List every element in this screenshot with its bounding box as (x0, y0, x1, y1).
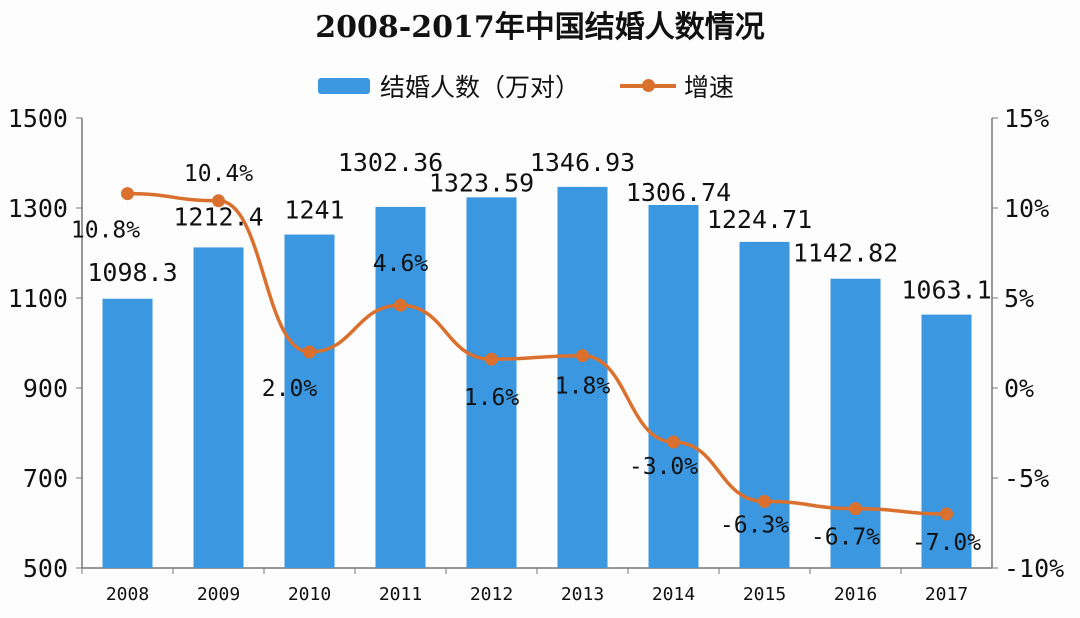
right-tick-label: 15% (1004, 104, 1049, 133)
growth-value-label: 4.6% (373, 251, 429, 277)
x-tick-label: 2016 (834, 584, 877, 605)
bar (193, 247, 244, 569)
growth-value-label: 2.0% (262, 376, 318, 402)
growth-point (212, 194, 225, 208)
growth-point (667, 435, 680, 449)
legend: 结婚人数（万对） 增速 (318, 68, 734, 104)
bar-value-label: 1323.59 (429, 168, 534, 197)
left-tick-label: 500 (23, 554, 68, 583)
left-tick-label: 1500 (8, 104, 68, 133)
growth-point (758, 494, 771, 508)
bar (284, 234, 335, 569)
x-tick-label: 2014 (652, 584, 695, 605)
x-tick-label: 2013 (561, 584, 604, 605)
left-tick-label: 700 (23, 464, 68, 493)
bar-value-label: 1306.74 (626, 178, 731, 207)
growth-value-label: -7.0% (912, 530, 981, 556)
growth-point (303, 345, 316, 359)
legend-label-bar: 结婚人数（万对） (380, 73, 581, 102)
right-tick-label: 10% (1004, 194, 1049, 223)
bar-value-label: 1098.3 (87, 258, 177, 287)
bar-value-label: 1241 (284, 196, 344, 225)
bar (466, 197, 517, 568)
legend-line-swatch (620, 79, 677, 92)
growth-point (940, 507, 953, 521)
bar (648, 204, 699, 569)
growth-point (394, 298, 407, 312)
growth-point (576, 349, 589, 363)
x-tick-label: 2012 (470, 584, 513, 605)
legend-bar-swatch (318, 78, 370, 94)
left-tick-label: 1300 (8, 194, 68, 223)
right-tick-label: -10% (1004, 554, 1064, 583)
bar (739, 241, 790, 568)
bar (375, 206, 426, 569)
x-tick-label: 2017 (925, 584, 968, 605)
x-tick-label: 2015 (743, 584, 786, 605)
growth-value-label: -6.7% (811, 525, 880, 551)
bar (830, 278, 881, 568)
left-tick-label: 900 (23, 374, 68, 403)
growth-value-label: -3.0% (629, 454, 698, 480)
bar (557, 186, 608, 568)
growth-line (127, 191, 947, 516)
chart-title: 2008-2017年中国结婚人数情况 (315, 10, 765, 45)
bar-value-label: 1224.71 (707, 205, 812, 234)
x-tick-label: 2008 (106, 584, 149, 605)
growth-value-label: 1.6% (464, 385, 520, 411)
legend-label-line: 增速 (684, 73, 735, 102)
growth-value-label: -6.3% (720, 512, 789, 538)
growth-value-label: 1.8% (555, 374, 611, 400)
x-tick-label: 2010 (288, 584, 331, 605)
right-tick-label: 5% (1004, 284, 1034, 313)
bar-value-label: 1302.36 (338, 148, 443, 177)
growth-point (485, 352, 498, 366)
growth-value-label: 10.8% (71, 218, 140, 244)
bar-value-label: 1063.1 (901, 276, 991, 305)
bar-value-label: 1346.93 (530, 148, 635, 177)
left-tick-label: 1100 (8, 284, 68, 313)
growth-point (849, 502, 862, 516)
growth-value-label: 10.4% (184, 161, 253, 187)
right-tick-label: -5% (1004, 464, 1049, 493)
growth-point (121, 187, 134, 201)
x-tick-label: 2011 (379, 584, 422, 605)
x-tick-label: 2009 (197, 584, 240, 605)
bar-value-label: 1142.82 (793, 239, 898, 268)
bar (921, 314, 972, 568)
bar (102, 298, 153, 568)
right-tick-label: 0% (1004, 374, 1034, 403)
